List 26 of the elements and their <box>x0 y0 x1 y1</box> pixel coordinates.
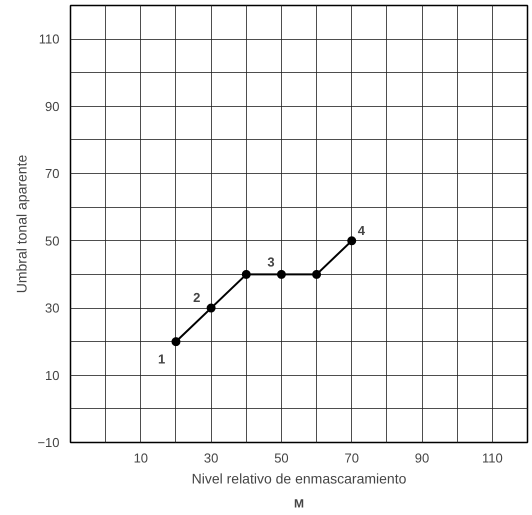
y-axis-title: Umbral tonal aparente <box>13 154 30 294</box>
annotation: 3 <box>267 254 275 270</box>
x-tick-label: 70 <box>344 450 359 466</box>
point <box>312 270 322 279</box>
y-tick-label: −10 <box>37 435 60 450</box>
x-tick-label: 110 <box>482 450 503 466</box>
x-tick-label: 10 <box>134 450 148 466</box>
y-tick-label: 30 <box>45 300 60 316</box>
y-tick-label: 110 <box>38 32 60 47</box>
y-tick-label: 10 <box>45 368 60 383</box>
y-tick-label: 70 <box>45 166 60 182</box>
point <box>171 337 180 346</box>
x-tick-label: 50 <box>274 450 289 466</box>
point <box>206 304 216 313</box>
point <box>242 270 251 279</box>
annotation: 1 <box>158 352 166 367</box>
x-axis-title: Nivel relativo de enmascaramiento <box>192 470 407 486</box>
y-tick-label: 50 <box>45 233 60 248</box>
annotation: 4 <box>358 222 366 238</box>
x-tick-label: 90 <box>414 450 430 466</box>
text: M <box>294 496 304 510</box>
point <box>276 270 286 279</box>
y-tick-label: 90 <box>45 98 60 114</box>
point <box>347 236 356 246</box>
annotation: 2 <box>193 290 200 306</box>
x-tick-label: 30 <box>204 450 218 466</box>
